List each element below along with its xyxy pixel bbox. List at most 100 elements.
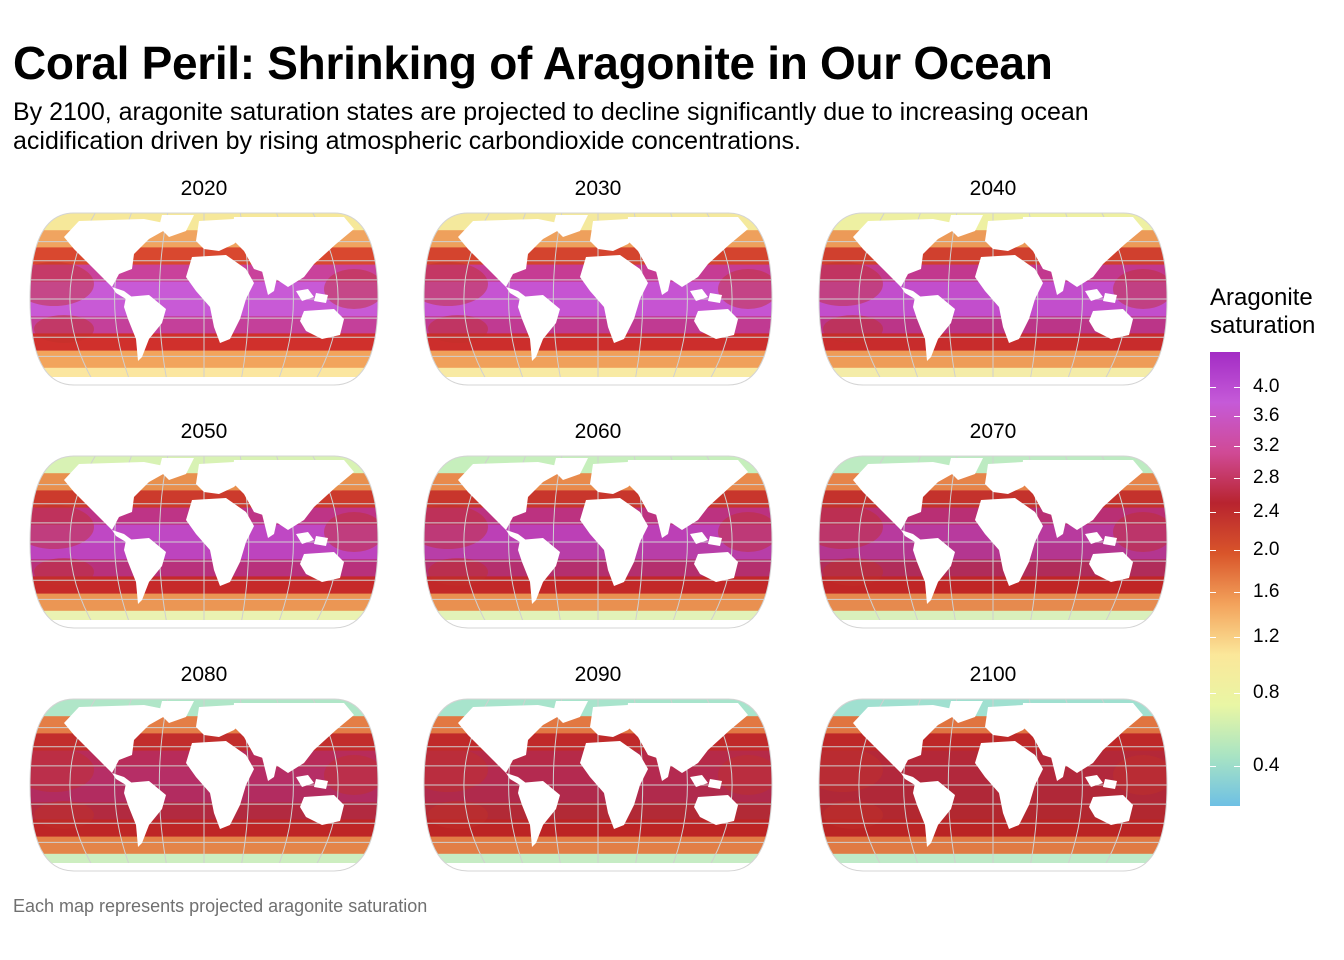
ocean-feature xyxy=(428,315,488,343)
legend-tick-mark xyxy=(1210,693,1216,694)
graticule-line xyxy=(947,456,958,628)
ocean-feature xyxy=(324,512,378,552)
ocean-feature xyxy=(324,755,378,795)
ocean-feature xyxy=(823,558,883,586)
map-panel-2020 xyxy=(29,212,379,386)
legend-tick-mark xyxy=(1210,416,1216,417)
legend-tick-mark xyxy=(1210,478,1216,479)
graticule-line xyxy=(947,699,958,871)
ocean-feature xyxy=(30,505,94,549)
legend-tick-mark xyxy=(1210,446,1216,447)
legend-tick-mark xyxy=(1234,512,1240,513)
ocean-feature xyxy=(823,315,883,343)
map-outline xyxy=(423,455,773,629)
map-outline xyxy=(29,455,379,629)
legend-tick-mark xyxy=(1210,637,1216,638)
map-outline xyxy=(29,698,379,872)
map-outline xyxy=(423,698,773,872)
page-subtitle: By 2100, aragonite saturation states are… xyxy=(13,98,1089,155)
legend-tick-label: 3.2 xyxy=(1253,435,1280,456)
legend-tick-mark xyxy=(1210,512,1216,513)
legend-tick-mark xyxy=(1234,478,1240,479)
legend-tick-mark xyxy=(1210,592,1216,593)
panel-title-2030: 2030 xyxy=(574,177,622,200)
panel-title-2060: 2060 xyxy=(574,420,622,443)
map-panel-2090 xyxy=(423,698,773,872)
caption: Each map represents projected aragonite … xyxy=(13,896,428,916)
map-panel-2060 xyxy=(423,455,773,629)
legend-title: Aragonite saturation xyxy=(1210,284,1315,340)
legend-tick-label: 0.4 xyxy=(1253,755,1280,776)
panel-title-2090: 2090 xyxy=(574,663,622,686)
ocean-feature xyxy=(1113,755,1167,795)
legend-tick-label: 0.8 xyxy=(1253,682,1280,703)
map-panel-2030 xyxy=(423,212,773,386)
map-outline xyxy=(818,698,1168,872)
panel-title-2100: 2100 xyxy=(969,663,1017,686)
map-outline xyxy=(423,212,773,386)
legend-tick-mark xyxy=(1234,693,1240,694)
ocean-feature xyxy=(34,558,94,586)
ocean-feature xyxy=(30,262,94,306)
ocean-feature xyxy=(428,801,488,829)
legend-tick-label: 2.4 xyxy=(1253,501,1280,522)
ocean-feature xyxy=(424,505,488,549)
panel-title-2070: 2070 xyxy=(969,420,1017,443)
legend-tick-mark xyxy=(1234,766,1240,767)
ocean-feature xyxy=(718,512,772,552)
legend-tick-mark xyxy=(1210,387,1216,388)
legend-tick-label: 1.2 xyxy=(1253,626,1280,647)
panel-title-2080: 2080 xyxy=(180,663,228,686)
map-outline xyxy=(29,212,379,386)
legend-tick-label: 4.0 xyxy=(1253,376,1280,397)
map-outline xyxy=(818,455,1168,629)
legend-tick-label: 2.0 xyxy=(1253,539,1280,560)
map-panel-2070 xyxy=(818,455,1168,629)
panel-title-2040: 2040 xyxy=(969,177,1017,200)
legend-title-line1: Aragonite xyxy=(1210,284,1313,311)
legend-tick-mark xyxy=(1234,416,1240,417)
legend-tick-mark xyxy=(1234,637,1240,638)
ocean-feature xyxy=(718,269,772,309)
ocean-feature xyxy=(718,755,772,795)
legend-tick-label: 3.6 xyxy=(1253,405,1280,426)
map-panel-2100 xyxy=(818,698,1168,872)
legend-colorbar xyxy=(1210,352,1240,806)
ocean-feature xyxy=(428,558,488,586)
legend-title-line2: saturation xyxy=(1210,312,1316,339)
ocean-feature xyxy=(1113,269,1167,309)
graticule-line xyxy=(552,213,563,385)
ocean-feature xyxy=(424,262,488,306)
ocean-feature xyxy=(30,748,94,792)
graticule-line xyxy=(158,213,169,385)
legend-tick-mark xyxy=(1210,550,1216,551)
ocean-feature xyxy=(424,748,488,792)
legend-tick-mark xyxy=(1234,446,1240,447)
ocean-feature xyxy=(34,801,94,829)
legend-tick-label: 2.8 xyxy=(1253,467,1280,488)
graticule-line xyxy=(552,699,563,871)
graticule-line xyxy=(158,699,169,871)
legend-tick-label: 1.6 xyxy=(1253,581,1280,602)
legend-tick-mark xyxy=(1234,387,1240,388)
map-outline xyxy=(818,212,1168,386)
panel-title-2020: 2020 xyxy=(180,177,228,200)
map-panel-2080 xyxy=(29,698,379,872)
panel-title-2050: 2050 xyxy=(180,420,228,443)
legend-tick-mark xyxy=(1210,766,1216,767)
map-panel-2050 xyxy=(29,455,379,629)
ocean-feature xyxy=(324,269,378,309)
map-panel-2040 xyxy=(818,212,1168,386)
page-title: Coral Peril: Shrinking of Aragonite in O… xyxy=(13,37,1053,89)
ocean-feature xyxy=(819,748,883,792)
graticule-line xyxy=(158,456,169,628)
ocean-feature xyxy=(823,801,883,829)
ocean-feature xyxy=(819,262,883,306)
ocean-feature xyxy=(1113,512,1167,552)
legend-tick-mark xyxy=(1234,550,1240,551)
graticule-line xyxy=(552,456,563,628)
legend-tick-mark xyxy=(1234,592,1240,593)
graticule-line xyxy=(947,213,958,385)
ocean-feature xyxy=(34,315,94,343)
